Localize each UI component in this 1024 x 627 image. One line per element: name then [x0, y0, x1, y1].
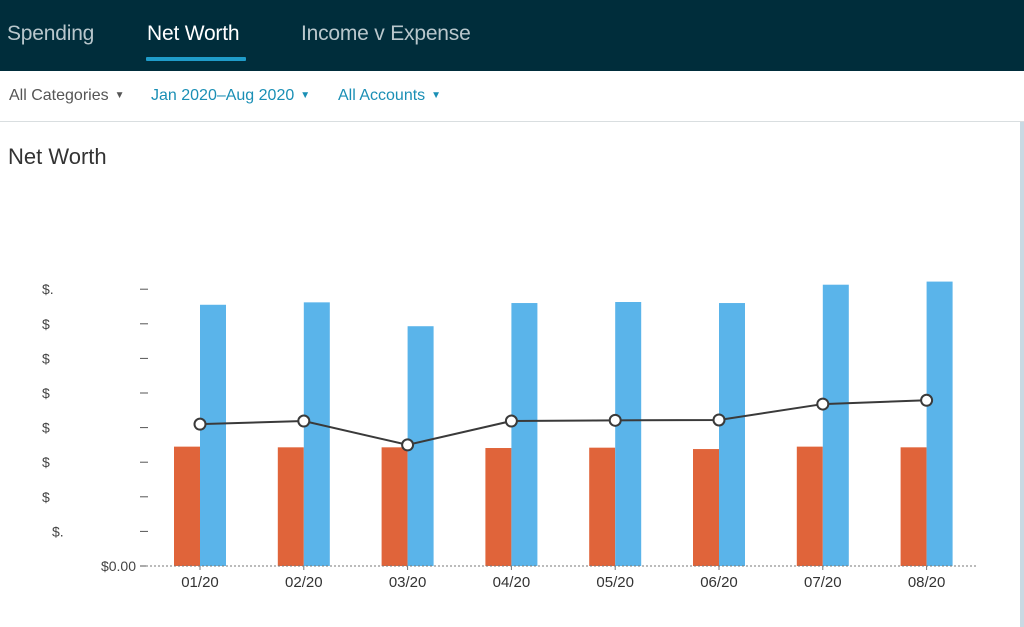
y-tick-label: $. [52, 523, 64, 539]
tab-spending[interactable]: Spending [7, 22, 95, 45]
net-worth-panel: Net Worth [0, 122, 1024, 627]
debts-bar[interactable] [381, 447, 408, 566]
y-tick-label: $ [42, 350, 50, 366]
panel-title: Net Worth [8, 144, 107, 169]
x-tick-label: 03/20 [389, 574, 427, 591]
assets-bar[interactable] [200, 304, 226, 566]
filter-bar: All Categories ▼ Jan 2020–Aug 2020 ▼ All A… [0, 71, 1024, 122]
accounts-filter-dropdown[interactable]: All Accounts ▼ [338, 87, 441, 105]
debts-bar[interactable] [174, 446, 200, 566]
y-tick-label: $ [42, 385, 50, 401]
x-tick-label: 06/20 [700, 574, 738, 591]
categories-filter-label: All Categories [9, 87, 109, 104]
debts-bar[interactable] [796, 446, 823, 566]
y-tick-label: $. [42, 281, 54, 297]
assets-bar[interactable] [615, 302, 642, 566]
net-worth-point[interactable] [193, 417, 207, 431]
net-worth-point[interactable] [297, 414, 311, 428]
net-worth-point[interactable] [608, 413, 622, 427]
y-tick-label: $0.00 [101, 558, 136, 574]
y-tick-label: $ [42, 316, 50, 332]
top-navigation: Spending Net Worth Income v Expense [0, 0, 1024, 71]
tab-income-v-expense[interactable]: Income v Expense [301, 22, 471, 45]
x-tick-label: 01/20 [181, 574, 219, 591]
debts-bar[interactable] [277, 447, 304, 566]
y-axis: $0.00 $. $ $ $ $ $ $ $. [42, 281, 148, 574]
assets-bar[interactable] [822, 284, 849, 566]
categories-filter-dropdown[interactable]: All Categories ▼ [9, 87, 125, 105]
date-range-filter-label: Jan 2020–Aug 2020 [151, 87, 295, 104]
net-worth-line [193, 393, 934, 452]
caret-down-icon: ▼ [431, 90, 442, 101]
net-worth-point[interactable] [712, 413, 726, 427]
caret-down-icon: ▼ [114, 90, 125, 101]
net-worth-point[interactable] [401, 438, 415, 452]
active-tab-indicator [146, 57, 246, 61]
x-axis-labels: 01/20 02/20 03/20 04/20 05/20 06/20 07/20 08/20 [181, 566, 945, 591]
debts-bar[interactable] [900, 447, 927, 566]
x-tick-label: 08/20 [908, 574, 946, 591]
scrollbar[interactable] [1020, 122, 1024, 627]
y-tick-label: $ [42, 454, 50, 470]
assets-bar[interactable] [719, 303, 745, 566]
tab-net-worth[interactable]: Net Worth [147, 22, 240, 45]
caret-down-icon: ▼ [300, 90, 311, 101]
assets-bar[interactable] [511, 303, 538, 566]
net-worth-line-path [199, 399, 927, 446]
net-worth-point[interactable] [504, 414, 518, 428]
debts-bar[interactable] [589, 447, 616, 566]
x-tick-label: 07/20 [804, 574, 842, 591]
x-tick-label: 02/20 [285, 574, 323, 591]
y-tick-label: $ [42, 489, 50, 505]
net-worth-point[interactable] [816, 397, 830, 411]
date-range-filter-dropdown[interactable]: Jan 2020–Aug 2020 ▼ [151, 87, 310, 105]
assets-bar[interactable] [926, 281, 953, 566]
assets-bar[interactable] [303, 302, 330, 566]
accounts-filter-label: All Accounts [338, 87, 426, 104]
debts-bar[interactable] [485, 448, 512, 566]
net-worth-point[interactable] [920, 393, 934, 407]
y-tick-label: $ [42, 420, 50, 436]
debts-bar[interactable] [693, 449, 719, 566]
bars [174, 281, 953, 566]
x-tick-label: 04/20 [493, 574, 531, 591]
x-tick-label: 05/20 [596, 574, 634, 591]
